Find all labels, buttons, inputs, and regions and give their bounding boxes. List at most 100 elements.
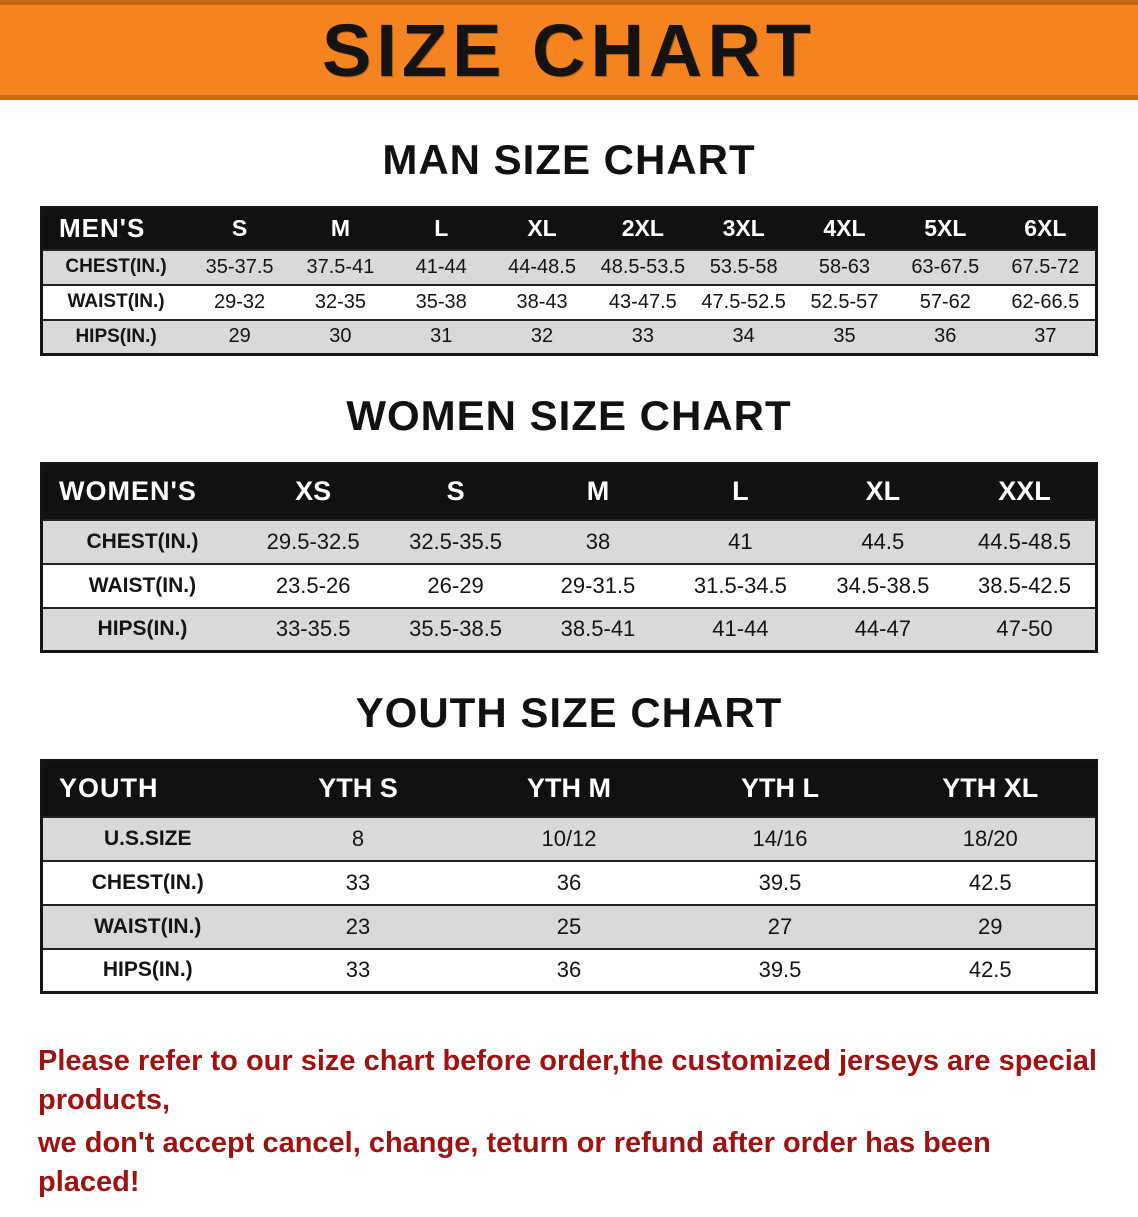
size-cell: 18/20	[885, 815, 1097, 861]
table-row: CHEST(IN.) 35-37.5 37.5-41 41-44 44-48.5 48.5…	[41, 248, 1097, 285]
size-cell: 39.5	[674, 859, 886, 905]
size-cell: 39.5	[674, 947, 886, 993]
size-cell: 33	[592, 318, 694, 355]
table-row: WAIST(IN.) 23.5-26 26-29 29-31.5 31.5-34.5 34…	[41, 562, 1097, 608]
size-cell: 32	[491, 318, 593, 355]
women-section-title: WOMEN SIZE CHART	[346, 392, 792, 439]
note-line-1: Please refer to our size chart before or…	[38, 1045, 1097, 1117]
size-cell: 47-50	[954, 606, 1097, 652]
table-row: HIPS(IN.) 29 30 31 32 33 34 35 36 37	[41, 318, 1097, 355]
column-header: M	[290, 207, 391, 250]
size-cell: 36	[463, 859, 675, 905]
size-cell: 38	[526, 518, 670, 564]
size-cell: 48.5-53.5	[592, 248, 694, 285]
size-cell: 23	[252, 903, 464, 949]
size-cell: 67.5-72	[995, 248, 1097, 285]
column-header: S	[189, 207, 290, 250]
size-cell: 32.5-35.5	[384, 518, 527, 564]
column-header: L	[669, 463, 812, 520]
table-row: WAIST(IN.) 29-32 32-35 35-38 38-43 43-47.5 47.…	[41, 283, 1097, 320]
size-cell: 62-66.5	[995, 283, 1097, 320]
size-cell: 14/16	[674, 815, 886, 861]
men-size-table: MEN'S S M L XL 2XL 3XL 4XL 5XL 6XL CHEST(IN.) 35-37…	[40, 206, 1098, 356]
section-youth: YOUTH SIZE CHART YOUTH YTH S YTH M YTH L YTH…	[0, 689, 1138, 994]
size-cell: 29-32	[189, 283, 290, 320]
size-cell: 33	[252, 859, 464, 905]
table-header-row: MEN'S S M L XL 2XL 3XL 4XL 5XL 6XL	[41, 207, 1097, 250]
size-cell: 31	[390, 318, 492, 355]
size-cell: 35-37.5	[189, 248, 290, 285]
banner: SIZE CHART	[0, 0, 1138, 100]
note-line-2: we don't accept cancel, change, teturn o…	[38, 1127, 991, 1199]
size-cell: 36	[894, 318, 996, 355]
size-cell: 29-31.5	[526, 562, 670, 608]
row-label: WAIST(IN.)	[41, 562, 242, 608]
row-label: U.S.SIZE	[41, 815, 253, 861]
size-cell: 44.5-48.5	[954, 518, 1097, 564]
table-row: CHEST(IN.) 33 36 39.5 42.5	[41, 859, 1097, 905]
table-corner-label: WOMEN'S	[41, 463, 242, 520]
size-cell: 37	[995, 318, 1097, 355]
youth-section-title: YOUTH SIZE CHART	[355, 689, 783, 736]
size-cell: 38.5-42.5	[954, 562, 1097, 608]
size-cell: 43-47.5	[592, 283, 694, 320]
women-size-table: WOMEN'S XS S M L XL XXL CHEST(IN.) 29.5-32.5 32.5…	[40, 462, 1098, 653]
size-cell: 31.5-34.5	[669, 562, 812, 608]
row-label: HIPS(IN.)	[41, 606, 242, 652]
table-row: U.S.SIZE 8 10/12 14/16 18/20	[41, 815, 1097, 861]
column-header: XS	[241, 463, 385, 520]
size-cell: 57-62	[894, 283, 996, 320]
column-header: YTH S	[252, 760, 464, 817]
size-cell: 36	[463, 947, 675, 993]
youth-size-table: YOUTH YTH S YTH M YTH L YTH XL U.S.SIZE 8 10/12…	[40, 759, 1098, 994]
table-row: WAIST(IN.) 23 25 27 29	[41, 903, 1097, 949]
size-cell: 32-35	[290, 283, 391, 320]
size-cell: 10/12	[463, 815, 675, 861]
column-header: YTH XL	[885, 760, 1097, 817]
size-cell: 33	[252, 947, 464, 993]
table-row: HIPS(IN.) 33 36 39.5 42.5	[41, 947, 1097, 993]
column-header: L	[390, 207, 492, 250]
size-cell: 30	[290, 318, 391, 355]
column-header: XXL	[954, 463, 1097, 520]
table-header-row: YOUTH YTH S YTH M YTH L YTH XL	[41, 760, 1097, 817]
row-label: HIPS(IN.)	[41, 947, 253, 993]
size-cell: 44-47	[811, 606, 955, 652]
column-header: XL	[491, 207, 593, 250]
column-header: S	[384, 463, 527, 520]
size-cell: 42.5	[885, 859, 1097, 905]
size-cell: 26-29	[384, 562, 527, 608]
table-corner-label: YOUTH	[41, 760, 253, 817]
column-header: 3XL	[693, 207, 795, 250]
table-row: CHEST(IN.) 29.5-32.5 32.5-35.5 38 41 44.5 44.5…	[41, 518, 1097, 564]
row-label: CHEST(IN.)	[41, 859, 253, 905]
size-cell: 41-44	[390, 248, 492, 285]
page-title: SIZE CHART	[322, 8, 816, 92]
size-cell: 8	[252, 815, 464, 861]
size-cell: 44.5	[811, 518, 955, 564]
column-header: 2XL	[592, 207, 694, 250]
size-cell: 47.5-52.5	[693, 283, 795, 320]
size-cell: 35	[794, 318, 895, 355]
size-cell: 33-35.5	[241, 606, 385, 652]
size-cell: 63-67.5	[894, 248, 996, 285]
footer-note: Please refer to our size chart before or…	[0, 1014, 1138, 1217]
size-cell: 27	[674, 903, 886, 949]
table-row: HIPS(IN.) 33-35.5 35.5-38.5 38.5-41 41-44 44-…	[41, 606, 1097, 652]
size-cell: 42.5	[885, 947, 1097, 993]
size-cell: 34	[693, 318, 795, 355]
size-cell: 29	[885, 903, 1097, 949]
table-corner-label: MEN'S	[41, 207, 190, 250]
row-label: HIPS(IN.)	[41, 318, 190, 355]
row-label: CHEST(IN.)	[41, 518, 242, 564]
row-label: WAIST(IN.)	[41, 283, 190, 320]
column-header: YTH L	[674, 760, 886, 817]
size-cell: 44-48.5	[491, 248, 593, 285]
size-cell: 29	[189, 318, 290, 355]
men-section-title: MAN SIZE CHART	[382, 136, 756, 183]
size-cell: 29.5-32.5	[241, 518, 385, 564]
size-cell: 37.5-41	[290, 248, 391, 285]
section-women: WOMEN SIZE CHART WOMEN'S XS S M L XL XXL CHEST(…	[0, 392, 1138, 653]
size-cell: 41-44	[669, 606, 812, 652]
